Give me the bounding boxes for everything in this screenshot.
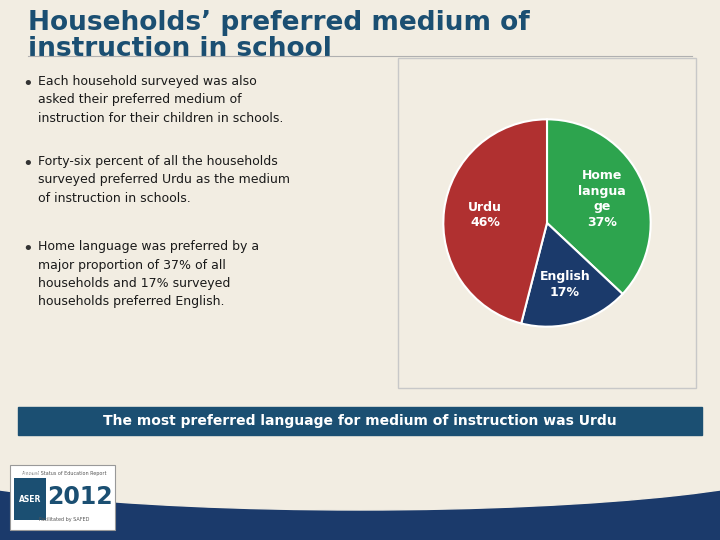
Text: •: • [22,75,32,93]
Text: •: • [22,155,32,173]
Bar [18,407,702,435]
Bar [10,465,115,530]
Text: Forty-six percent of all the households
surveyed preferred Urdu as the medium
of: Forty-six percent of all the households … [38,155,290,205]
Text: Home language was preferred by a
major proportion of 37% of all
households and 1: Home language was preferred by a major p… [38,240,259,308]
Text: Households’ preferred medium of: Households’ preferred medium of [28,10,530,36]
Text: 2012: 2012 [48,485,113,509]
Text: Each household surveyed was also
asked their preferred medium of
instruction for: Each household surveyed was also asked t… [38,75,284,125]
Text: The most preferred language for medium of instruction was Urdu: The most preferred language for medium o… [103,414,617,428]
Bar [0,462,720,540]
Text: ASER: ASER [19,495,41,503]
Text: Home
langua
ge
37%: Home langua ge 37% [578,170,626,229]
Text: PAKISTAN: PAKISTAN [18,472,42,477]
Text: •: • [22,240,32,258]
Wedge shape [521,223,623,327]
Wedge shape [444,119,547,323]
Text: Annual Status of Education Report: Annual Status of Education Report [22,470,107,476]
Bar [398,58,696,388]
Ellipse shape [0,410,720,510]
Text: instruction in school: instruction in school [28,36,332,62]
Bar [14,478,46,520]
Text: Urdu
46%: Urdu 46% [468,201,503,230]
Wedge shape [547,119,651,294]
Text: Facilitated by SAFED: Facilitated by SAFED [39,517,89,523]
Text: English
17%: English 17% [539,271,590,299]
